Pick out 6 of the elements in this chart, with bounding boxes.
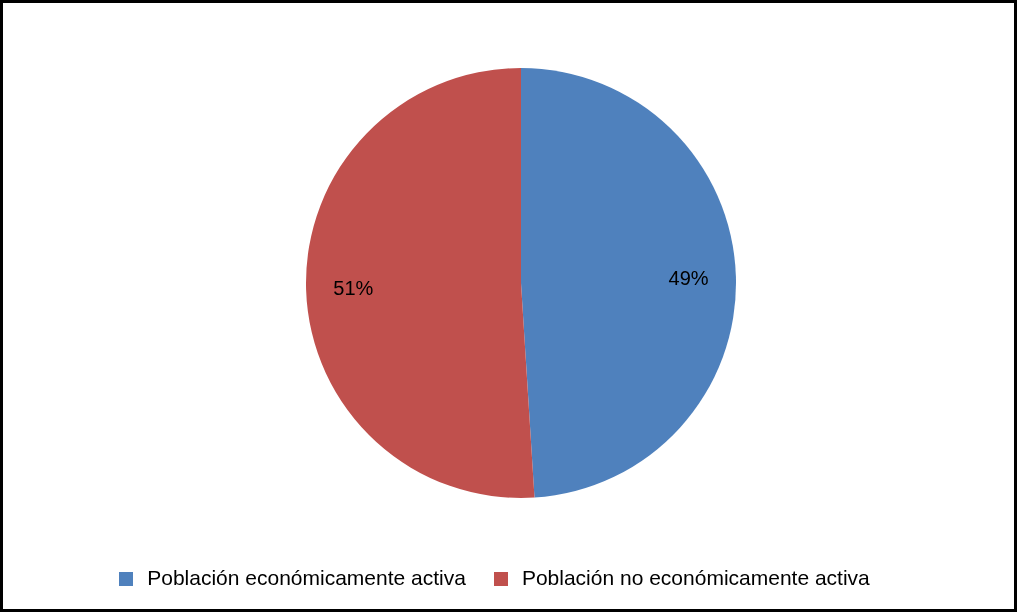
pie-slice: [306, 68, 535, 498]
legend-label: Población no económicamente activa: [521, 566, 870, 589]
data-label: 51%: [333, 277, 374, 300]
data-label: 49%: [668, 266, 709, 289]
pie-slice: [521, 68, 736, 498]
legend-label: Población económicamente activa: [147, 566, 466, 589]
